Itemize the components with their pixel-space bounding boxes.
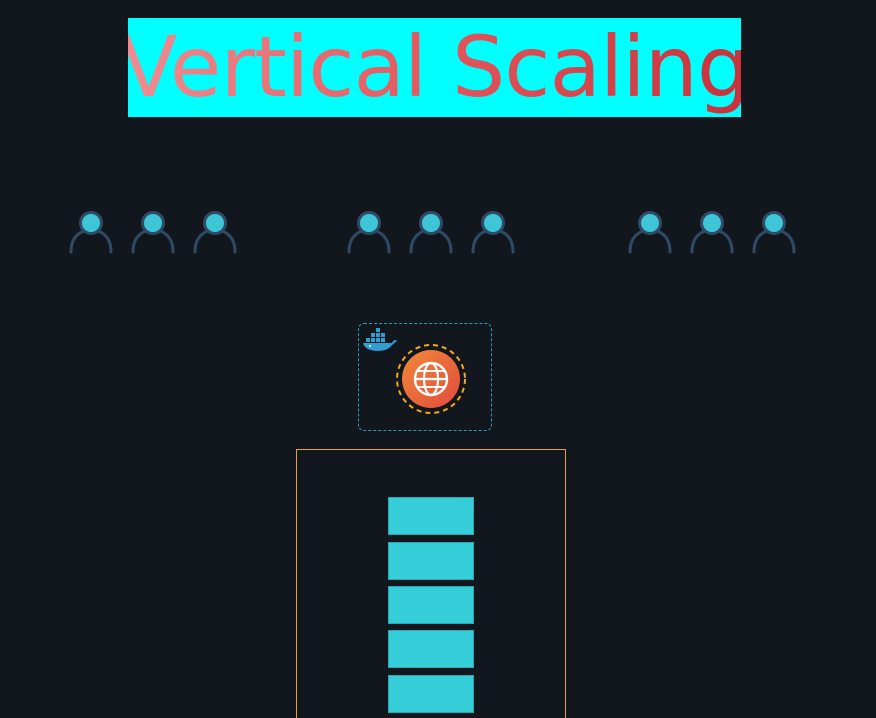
resource-block: [388, 586, 474, 624]
globe-icon: [396, 344, 466, 414]
user-icon: [471, 211, 515, 254]
user-icon: [347, 211, 391, 254]
user-icon: [628, 211, 672, 254]
resource-block: [388, 497, 474, 535]
user-icon: [690, 211, 734, 254]
resource-block: [388, 542, 474, 580]
diagram-title: Vertical Scaling: [128, 18, 741, 117]
user-icon: [752, 211, 796, 254]
user-icon: [131, 211, 175, 254]
server-boundary: [296, 449, 566, 718]
resource-block: [388, 675, 474, 713]
user-icon: [409, 211, 453, 254]
title-banner: Vertical Scaling: [128, 18, 741, 117]
user-icon: [69, 211, 113, 254]
container-boundary: [358, 323, 492, 431]
user-icon: [193, 211, 237, 254]
docker-whale-icon: [363, 328, 397, 351]
resource-block: [388, 630, 474, 668]
